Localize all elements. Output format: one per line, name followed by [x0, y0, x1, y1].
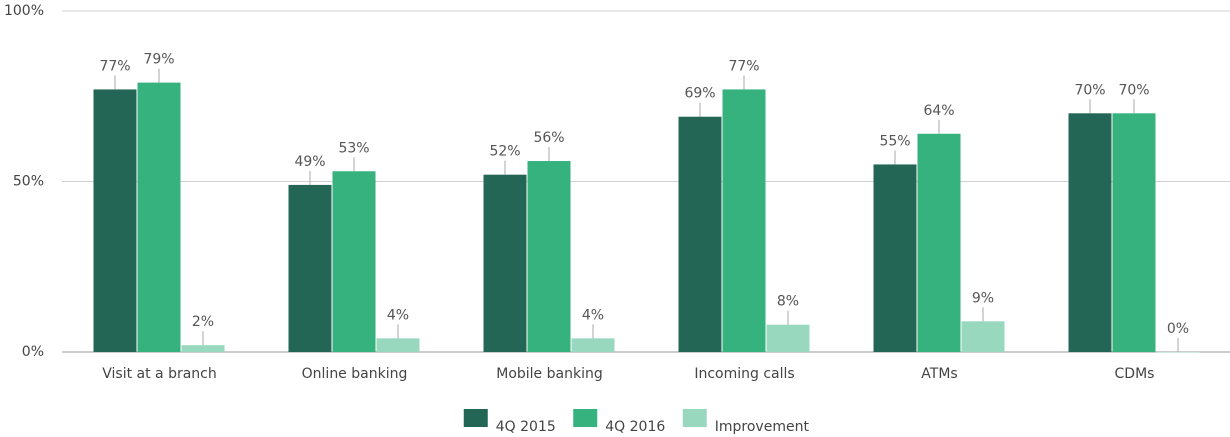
value-label: 55%	[879, 133, 910, 149]
legend-swatch	[573, 409, 598, 427]
legend-swatch	[682, 409, 707, 427]
legend-label: 4Q 2016	[605, 419, 665, 435]
bar	[483, 174, 527, 352]
value-label: 70%	[1118, 82, 1149, 98]
bar	[873, 164, 917, 352]
bar	[93, 89, 137, 353]
value-label: 2%	[192, 314, 214, 330]
bar	[137, 82, 181, 353]
value-label: 64%	[923, 103, 954, 119]
bar	[766, 324, 810, 352]
value-label: 9%	[972, 290, 994, 306]
x-tick-label: Mobile banking	[496, 366, 602, 382]
y-tick-label: 0%	[22, 344, 44, 360]
bar	[332, 171, 376, 352]
x-tick-label: Visit at a branch	[102, 366, 217, 382]
value-label: 4%	[387, 307, 409, 323]
bar	[527, 161, 571, 352]
value-label: 70%	[1074, 82, 1105, 98]
y-tick-label: 50%	[13, 174, 44, 190]
legend-swatch	[463, 409, 488, 427]
value-label: 69%	[684, 86, 715, 102]
value-label: 79%	[143, 52, 174, 68]
value-label: 77%	[99, 58, 130, 74]
value-label: 56%	[533, 130, 564, 146]
bar	[917, 133, 961, 352]
bar	[376, 338, 420, 352]
bar	[1156, 352, 1200, 353]
value-label: 4%	[582, 307, 604, 323]
legend-label: Improvement	[715, 419, 810, 435]
value-label: 49%	[294, 154, 325, 170]
value-label: 8%	[777, 294, 799, 310]
x-tick-label: Incoming calls	[694, 366, 794, 382]
bar	[571, 338, 615, 352]
value-label: 53%	[338, 140, 369, 156]
bar	[1112, 113, 1156, 352]
legend-label: 4Q 2015	[496, 419, 556, 435]
bar	[1068, 113, 1112, 352]
bar	[961, 321, 1005, 352]
value-label: 0%	[1167, 321, 1189, 337]
value-label: 52%	[489, 144, 520, 160]
bar	[722, 89, 766, 353]
x-tick-label: Online banking	[302, 366, 408, 382]
bar	[288, 184, 332, 352]
x-tick-label: ATMs	[921, 366, 957, 382]
bar	[181, 345, 225, 352]
x-tick-label: CDMs	[1115, 366, 1155, 382]
bar	[678, 116, 722, 353]
y-tick-label: 100%	[4, 3, 44, 19]
value-label: 77%	[728, 58, 759, 74]
